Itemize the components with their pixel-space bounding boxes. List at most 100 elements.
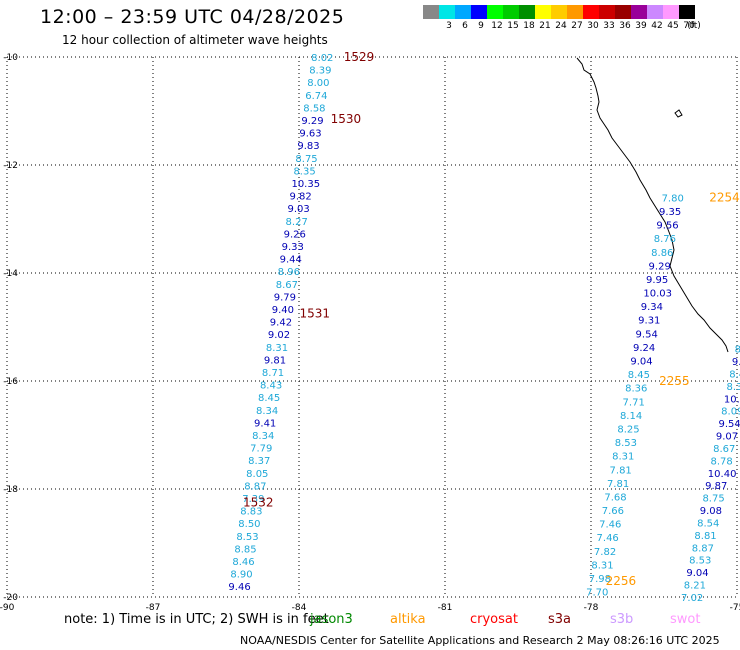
- wave-height-value: 8.14: [620, 411, 642, 422]
- lat-tick-label: -10: [3, 53, 18, 63]
- wave-height-value: 9.56: [656, 221, 678, 232]
- wave-height-value: 7.82: [594, 547, 616, 558]
- wave-height-value: 8.02: [311, 53, 333, 64]
- legend-swatch: [423, 5, 439, 19]
- wave-height-value: 8.45: [628, 370, 650, 381]
- wave-height-value: 8.85: [234, 544, 256, 555]
- legend-tick-label: 39: [635, 21, 647, 31]
- wave-height-value: 7.66: [602, 506, 624, 517]
- wave-height-value: 8.90: [230, 570, 252, 581]
- wave-height-value: 8.53: [689, 556, 711, 567]
- wave-height-value: 8.31: [591, 560, 613, 571]
- wave-height-value: 9.54: [719, 419, 740, 430]
- legend-swatch: [519, 5, 535, 19]
- satellite-label-cryosat: cryosat: [470, 612, 518, 627]
- wave-height-value: 8.71: [262, 368, 284, 379]
- wave-height-value: 8.34: [256, 406, 278, 417]
- pass-number-label: 1530: [331, 112, 362, 126]
- wave-height-value: 8.37: [248, 456, 270, 467]
- legend-tick-label: 33: [603, 21, 615, 31]
- wave-height-value: 8.96: [278, 267, 300, 278]
- wave-height-value: 9.24: [633, 343, 655, 354]
- legend-swatch: [487, 5, 503, 19]
- wave-height-value: 9.44: [280, 255, 302, 266]
- wave-height-value: 8.87: [244, 481, 266, 492]
- legend-swatch: [599, 5, 615, 19]
- wave-height-value: 8.75: [295, 154, 317, 165]
- track-saral: 7.80 9.35 9.56 8.76 8.86 9.29 9.95 10.03 9.34 9.3…: [586, 190, 740, 598]
- wave-height-value: 7.80: [662, 193, 684, 204]
- wave-height-value: 8.53: [236, 532, 258, 543]
- wave-height-value: 9.40: [272, 305, 294, 316]
- wave-height-value: 9.33: [282, 242, 304, 253]
- credit-footer: NOAA/NESDIS Center for Satellite Applica…: [240, 634, 720, 647]
- legend-swatch: [647, 5, 663, 19]
- wave-height-value: 7.79: [250, 444, 272, 455]
- wave-height-value: 8.75: [702, 494, 724, 505]
- wave-height-value: 9.1: [732, 357, 740, 368]
- wave-height-value: 9.04: [630, 357, 652, 368]
- wave-height-value: 7.68: [604, 492, 626, 503]
- legend-swatch: [615, 5, 631, 19]
- wave-height-value: 9.04: [686, 568, 708, 579]
- wave-height-value: 9.54: [636, 329, 658, 340]
- altimeter-tracks: 8.028.398.006.748.589.299.639.838.758.35…: [228, 50, 740, 604]
- legend-tick-label: 36: [619, 21, 631, 31]
- wave-height-value: 8.27: [286, 217, 308, 228]
- wave-height-value: 9.81: [264, 355, 286, 366]
- legend-swatch: [679, 5, 695, 19]
- lat-tick-label: -12: [3, 161, 18, 171]
- legend-swatch: [439, 5, 455, 19]
- legend-swatch: [471, 5, 487, 19]
- wave-height-value: 8.43: [260, 381, 282, 392]
- wave-height-value: 9.95: [646, 275, 668, 286]
- wave-height-value: 10.35: [291, 179, 320, 190]
- wave-height-value: 9.83: [297, 141, 319, 152]
- legend-tick-label: 21: [539, 21, 551, 31]
- wave-height-value: 8.50: [238, 519, 260, 530]
- pass-number-label: 2256: [606, 574, 637, 588]
- map-grid: [6, 56, 738, 598]
- legend-swatch: [535, 5, 551, 19]
- legend-swatch: [567, 5, 583, 19]
- wave-height-value: 8.46: [232, 557, 254, 568]
- lat-tick-label: -20: [3, 593, 18, 603]
- legend-tick-label: 70: [683, 21, 695, 31]
- wave-height-value: 9.03: [288, 204, 310, 215]
- legend-swatch: [663, 5, 679, 19]
- note-text: note: 1) Time is in UTC; 2) SWH is in fe…: [64, 612, 329, 627]
- wave-height-value: 7.46: [597, 533, 619, 544]
- legend-swatch: [551, 5, 567, 19]
- wave-height-value: 6.74: [305, 91, 327, 102]
- legend-tick-label: 27: [571, 21, 583, 31]
- axis-labels: -90 -87 -84 -81 -78 -75 -10 -12 -14 -16 -18 -20: [0, 53, 740, 613]
- wave-height-value: 8.45: [258, 393, 280, 404]
- wave-height-value: 9.02: [268, 330, 290, 341]
- wave-height-legend: 3 6 9 12 15 18 21 24 27 30 33 36 39 42 45 70 (ft): [423, 5, 733, 33]
- wave-height-value: 8.21: [684, 581, 706, 592]
- wave-height-value: 8.05: [246, 469, 268, 480]
- lon-tick-label: -87: [146, 603, 161, 613]
- wave-height-value: 8.76: [654, 234, 676, 245]
- wave-height-value: 7.46: [599, 520, 621, 531]
- legend-tick-label: 6: [462, 21, 468, 31]
- legend-tick-label: 18: [523, 21, 535, 31]
- wave-height-value: 9.42: [270, 318, 292, 329]
- wave-height-value: 7.39: [242, 494, 264, 505]
- legend-tick-label: 42: [651, 21, 663, 31]
- legend-tick-label: 15: [507, 21, 519, 31]
- wave-height-value: 8.36: [625, 384, 647, 395]
- legend-unit-label: (ft): [687, 21, 701, 31]
- island-outline: [674, 109, 683, 118]
- wave-height-value: 9.08: [700, 506, 722, 517]
- track-jason-3: 8.02 8.398.00 6.748.58 9.29 9.639.83 8.758.35…: [228, 50, 374, 593]
- lon-tick-label: -75: [730, 603, 740, 613]
- wave-height-value: 8.34: [252, 431, 274, 442]
- pass-number-label: 1532: [243, 496, 274, 510]
- pass-number-label: 1529: [344, 50, 375, 64]
- wave-height-value: 8.31: [266, 343, 288, 354]
- wave-height-value: 8.31: [612, 452, 634, 463]
- legend-swatch: [455, 5, 471, 19]
- wave-height-value: 8.53: [615, 438, 637, 449]
- wave-height-value: 10.03: [643, 289, 672, 300]
